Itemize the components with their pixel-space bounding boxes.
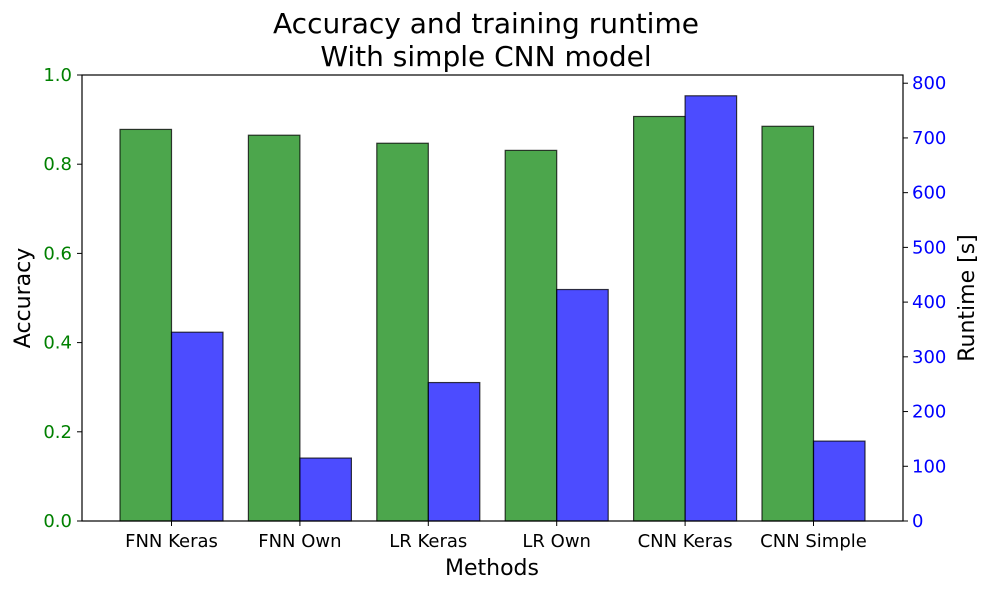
x-tick-label: FNN Own (258, 531, 341, 552)
y-right-tick-label: 500 (912, 237, 946, 258)
y-left-tick-label: 1.0 (43, 65, 72, 86)
x-tick-label: CNN Keras (638, 531, 733, 552)
y-left-tick-label: 0.8 (43, 154, 72, 175)
x-tick-label: FNN Keras (125, 531, 218, 552)
y-right-tick-label: 600 (912, 183, 946, 204)
x-tick-label: LR Own (522, 531, 591, 552)
accuracy-bar-4 (504, 149, 558, 522)
runtime-bar-5 (684, 95, 738, 522)
y-right-tick-label: 300 (912, 347, 946, 368)
chart-title-line2: With simple CNN model (320, 40, 651, 73)
accuracy-bar-1 (119, 128, 173, 522)
y-right-tick-label: 700 (912, 128, 946, 149)
y-left-ticks: 0.0 0.2 0.4 0.6 0.8 1.0 (43, 65, 82, 532)
chart-title-line1: Accuracy and training runtime (273, 7, 699, 40)
runtime-bar-1 (170, 331, 224, 522)
y-left-axis-label: Accuracy (11, 248, 36, 348)
accuracy-bar-5 (632, 115, 686, 522)
x-tick-label: LR Keras (389, 531, 467, 552)
runtime-bar-6 (812, 440, 866, 522)
y-left-tick-label: 0.6 (43, 243, 72, 264)
runtime-bar-2 (299, 457, 352, 522)
y-right-tick-label: 800 (912, 73, 946, 94)
y-right-ticks: 0 100 200 300 400 500 600 700 800 (903, 73, 946, 532)
accuracy-bar-3 (376, 142, 429, 522)
y-left-tick-label: 0.0 (43, 511, 72, 532)
y-left-tick-label: 0.4 (43, 333, 72, 354)
x-ticks: FNN Keras FNN Own LR Keras LR Own CNN Keras C… (125, 521, 867, 552)
plot-frame (81, 74, 904, 522)
accuracy-bar-6 (761, 125, 815, 522)
accuracy-bar-2 (247, 134, 301, 522)
y-right-tick-label: 0 (912, 511, 923, 532)
bars-group (119, 95, 866, 522)
y-right-axis-label: Runtime [s] (955, 234, 980, 362)
y-right-tick-label: 100 (912, 456, 946, 477)
x-tick-label: CNN Simple (760, 531, 867, 552)
y-right-tick-label: 400 (912, 292, 946, 313)
x-axis-label: Methods (445, 556, 539, 581)
y-left-tick-label: 0.2 (43, 422, 72, 443)
runtime-bar-4 (556, 288, 609, 522)
y-right-tick-label: 200 (912, 402, 946, 423)
runtime-bar-3 (427, 381, 481, 522)
